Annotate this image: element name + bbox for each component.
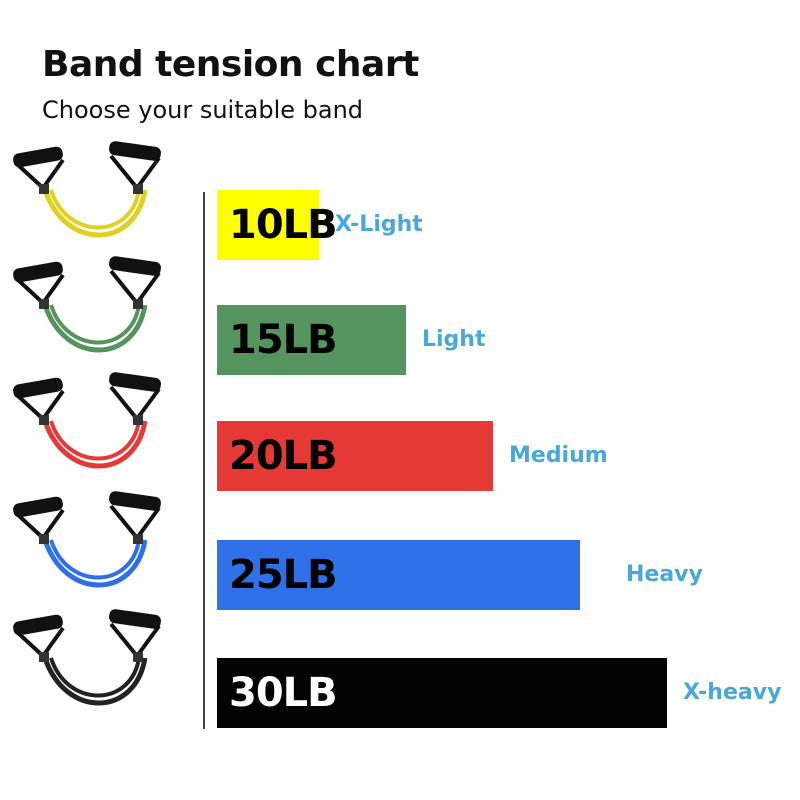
resistance-band-icon xyxy=(13,609,161,706)
bar-label: 30LB xyxy=(229,670,338,716)
resistance-band-icon xyxy=(13,256,161,353)
bar-25lb: 25LB xyxy=(217,540,580,610)
chart-subtitle: Choose your suitable band xyxy=(42,96,364,124)
level-label: X-heavy xyxy=(683,680,782,705)
chart-title: Band tension chart xyxy=(42,44,419,85)
bar-label: 15LB xyxy=(229,317,338,363)
resistance-band-icon xyxy=(13,372,161,469)
bar-label: 20LB xyxy=(229,433,338,479)
bar-10lb: 10LB xyxy=(217,190,338,260)
level-label: Light xyxy=(422,327,486,352)
bar-15lb: 15LB xyxy=(217,305,406,375)
bar-label: 10LB xyxy=(229,202,338,248)
bar-20lb: 20LB xyxy=(217,421,493,491)
level-label: Medium xyxy=(509,443,608,468)
level-label: X-Light xyxy=(335,212,423,237)
axis-line xyxy=(203,192,205,729)
bar-30lb: 30LB xyxy=(217,658,667,728)
level-label: Heavy xyxy=(626,562,703,587)
resistance-band-icon xyxy=(13,141,161,238)
bar-label: 25LB xyxy=(229,552,338,598)
resistance-band-icon xyxy=(13,491,161,588)
